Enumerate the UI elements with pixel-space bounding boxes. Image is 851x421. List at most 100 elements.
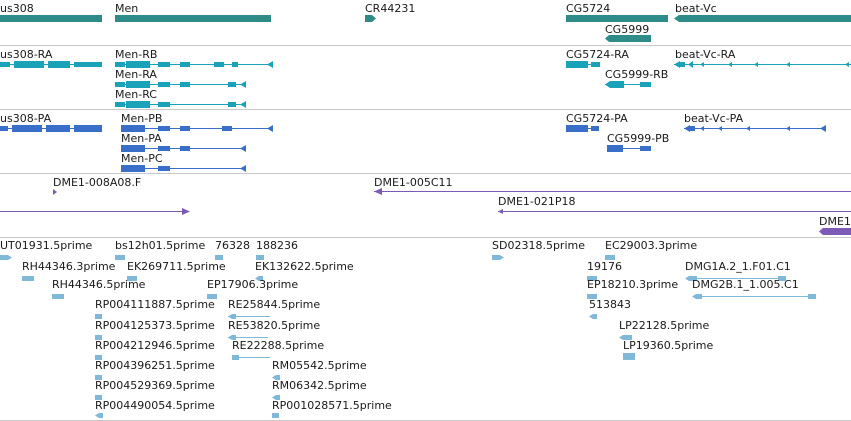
est-feature[interactable] [605, 255, 615, 260]
est-feature[interactable] [0, 255, 12, 260]
protein-men-pa[interactable] [121, 145, 246, 152]
est-label: RP004125373.5prime [95, 319, 215, 332]
protein-label-beat-vc-pa: beat-Vc-PA [684, 112, 744, 125]
est-label: SD02318.5prime [492, 239, 585, 252]
est-feature[interactable] [127, 276, 137, 281]
transcript-beat-vc-ra[interactable] [674, 61, 851, 68]
clone-dme1-005c11[interactable] [374, 188, 851, 195]
gene-cg5999[interactable] [605, 35, 651, 42]
est-feature[interactable] [272, 375, 280, 380]
est-label: RH44346.3prime [22, 260, 116, 273]
transcript-label-men-rc: Men-RC [115, 88, 157, 101]
transcript-label-men-ra: Men-RA [115, 68, 157, 81]
gene-us308[interactable] [0, 15, 102, 22]
est-label: RM06342.5prime [272, 379, 367, 392]
transcript-label-cg5999-rb: CG5999-RB [605, 68, 668, 81]
clone-dme1-021p18[interactable] [498, 209, 851, 214]
clone-label-dme1-005c11: DME1-005C11 [374, 176, 453, 189]
est-feature[interactable] [255, 276, 263, 281]
est-label: RP004212946.5prime [95, 339, 215, 352]
est-label: DMG1A.2_1.F01.C1 [685, 260, 791, 273]
est-feature[interactable] [256, 255, 264, 260]
clone-track: DME1-008A08.F DME1-005C11 DME1-021P18 DM… [0, 176, 851, 235]
est-feature[interactable] [232, 355, 270, 360]
est-feature[interactable] [587, 276, 597, 281]
clone-dme1-partial[interactable] [819, 228, 851, 235]
transcript-men-rc[interactable] [115, 101, 246, 108]
gene-cr44231[interactable] [365, 15, 376, 22]
est-feature[interactable] [22, 276, 34, 281]
est-feature[interactable] [215, 255, 223, 260]
transcript-label-cg5724-ra: CG5724-RA [566, 48, 629, 61]
clone-label-dme1-partial: DME1 [819, 215, 851, 228]
transcript-cg5724-ra[interactable] [566, 61, 600, 68]
clone-dme1-008a08-f[interactable] [53, 189, 57, 195]
est-feature[interactable] [115, 255, 125, 260]
est-feature[interactable] [685, 276, 786, 281]
est-label: EK132622.5prime [255, 260, 354, 273]
gene-beat-vc[interactable] [674, 15, 851, 22]
transcript-men-rb[interactable] [115, 61, 273, 68]
est-label: DMG2B.1_1.005.C1 [692, 278, 799, 291]
est-label: EC29003.3prime [605, 239, 697, 252]
est-label: RP004490054.5prime [95, 399, 215, 412]
transcript-track: us308-RA Men-RB Men-RA [0, 48, 851, 108]
est-label: 76328 [215, 239, 250, 252]
transcript-men-ra[interactable] [115, 81, 246, 88]
protein-label-cg5999-pb: CG5999-PB [607, 132, 669, 145]
est-feature[interactable] [492, 255, 504, 260]
est-label: RP004529369.5prime [95, 379, 215, 392]
est-feature[interactable] [95, 335, 102, 340]
est-label: bs12h01.5prime [115, 239, 205, 252]
gene-label-beat-vc: beat-Vc [675, 2, 717, 15]
protein-men-pb[interactable] [121, 125, 273, 132]
est-feature[interactable] [272, 413, 279, 418]
est-track: UT01931.5prime bs12h01.5prime 76328 1882… [0, 239, 816, 418]
gene-label-cg5999: CG5999 [605, 23, 649, 36]
est-feature[interactable] [95, 375, 102, 380]
est-feature[interactable] [207, 294, 217, 299]
est-label: RP004111887.5prime [95, 298, 215, 311]
clone-label-dme1-021p18: DME1-021P18 [498, 195, 576, 208]
protein-label-men-pc: Men-PC [121, 152, 163, 165]
protein-men-pc[interactable] [121, 165, 246, 172]
est-feature[interactable] [95, 355, 102, 360]
protein-label-us308-pa: us308-PA [0, 112, 52, 125]
est-feature[interactable] [95, 413, 103, 418]
protein-track: us308-PA Men-PB Men-PA Men-PC [0, 112, 826, 172]
est-feature[interactable] [228, 335, 268, 340]
est-label: 188236 [256, 239, 298, 252]
clone-label-dme1-008a08-f: DME1-008A08.F [53, 176, 141, 189]
est-label: RE22288.5prime [232, 339, 324, 352]
est-feature[interactable] [95, 395, 102, 400]
gene-label-men: Men [115, 2, 138, 15]
est-feature[interactable] [228, 314, 270, 319]
gene-label-us308: us308 [0, 2, 34, 15]
est-label: 19176 [587, 260, 622, 273]
clone-dme1-008a08-f-end[interactable] [0, 208, 190, 215]
protein-beat-vc-pa[interactable] [684, 125, 826, 132]
est-feature[interactable] [692, 294, 816, 299]
est-feature[interactable] [272, 395, 280, 400]
protein-cg5724-pa[interactable] [566, 125, 599, 132]
transcript-us308-ra[interactable] [0, 61, 102, 68]
est-feature[interactable] [623, 353, 635, 360]
est-label: EK269711.5prime [127, 260, 226, 273]
gene-cg5724[interactable] [566, 15, 668, 22]
est-feature[interactable] [619, 335, 632, 340]
est-label: LP19360.5prime [623, 339, 714, 352]
est-label: EP18210.3prime [587, 278, 678, 291]
transcript-cg5999-rb[interactable] [605, 81, 651, 88]
est-feature[interactable] [95, 314, 102, 319]
transcript-label-us308-ra: us308-RA [0, 48, 53, 61]
est-feature[interactable] [589, 314, 597, 319]
protein-us308-pa[interactable] [0, 125, 102, 132]
protein-cg5999-pb[interactable] [607, 145, 651, 152]
est-feature[interactable] [587, 294, 597, 299]
est-label: LP22128.5prime [619, 319, 710, 332]
gene-men[interactable] [115, 15, 271, 22]
est-label: EP17906.3prime [207, 278, 298, 291]
protein-label-cg5724-pa: CG5724-PA [566, 112, 628, 125]
est-feature[interactable] [52, 294, 64, 299]
